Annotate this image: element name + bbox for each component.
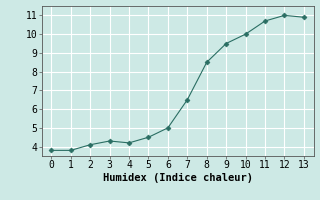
X-axis label: Humidex (Indice chaleur): Humidex (Indice chaleur) [103, 173, 252, 183]
